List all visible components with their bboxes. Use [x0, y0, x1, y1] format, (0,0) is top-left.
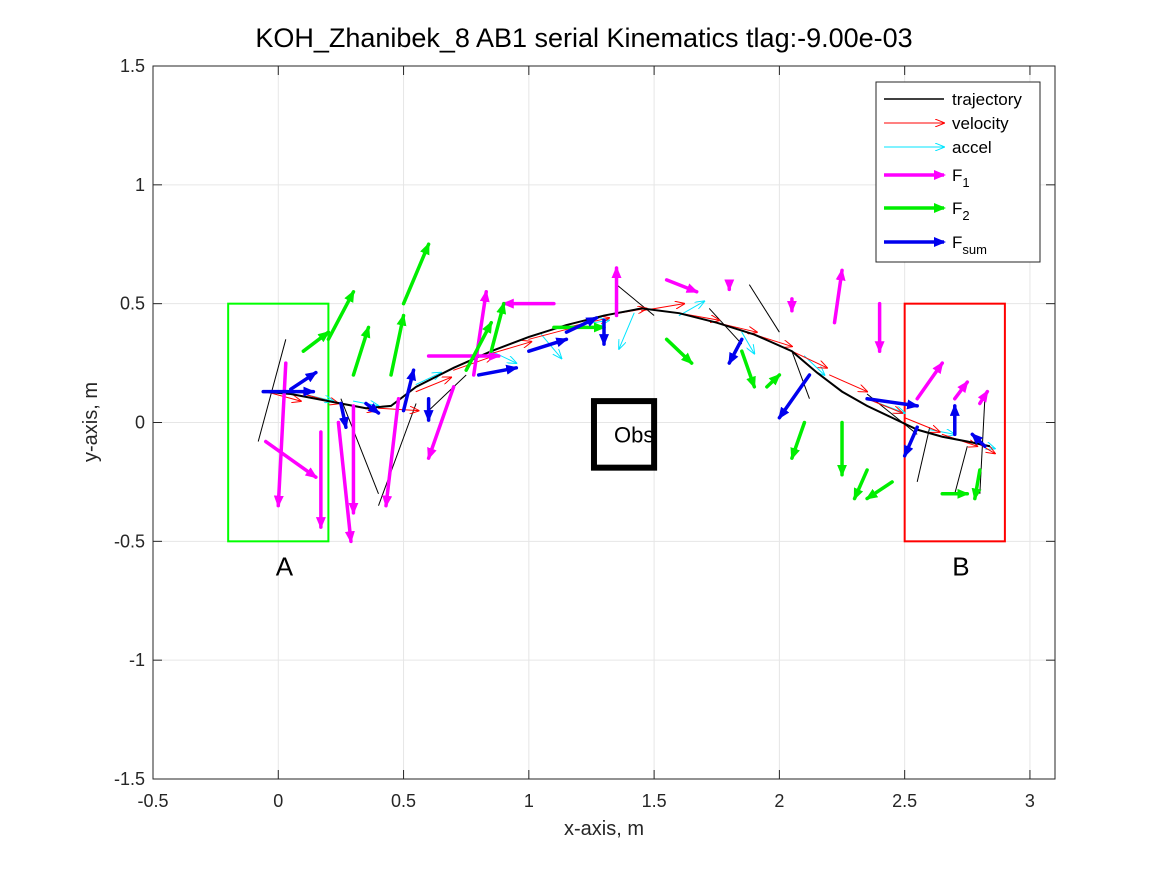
y-axis-label: y-axis, m	[80, 382, 102, 462]
f1-arrow	[336, 420, 355, 544]
fsum-arrow	[476, 364, 519, 377]
spoke-line	[378, 403, 417, 506]
accel-arrow	[415, 373, 441, 385]
legend-label-subscript: sum	[962, 242, 987, 257]
fsum-arrow	[401, 368, 417, 413]
x-tick-label: 1.5	[642, 791, 667, 811]
y-tick-label: -1.5	[114, 769, 145, 789]
spoke-line	[340, 398, 379, 494]
velocity-arrow	[415, 377, 451, 393]
f1-arrow	[664, 278, 699, 294]
velocity-arrow	[829, 374, 868, 392]
y-tick-label: 0	[135, 413, 145, 433]
spoke-line	[791, 351, 810, 399]
region-b-label: B	[952, 551, 969, 581]
x-tick-label: 1	[524, 791, 534, 811]
f1-arrow	[832, 268, 846, 325]
region-a-label: A	[276, 551, 294, 581]
fsum-arrow	[777, 373, 812, 420]
f2-arrow	[326, 290, 356, 342]
fsum-arrow	[564, 316, 599, 334]
spokes	[257, 284, 986, 506]
f1-arrow	[977, 389, 990, 406]
fsum-arrow	[364, 401, 381, 415]
y-tick-label: 1.5	[120, 56, 145, 76]
region-b-box	[903, 302, 1006, 543]
legend-label-subscript: 2	[962, 208, 969, 223]
f2-vectors	[301, 242, 982, 501]
accel-arrow	[619, 312, 635, 349]
fsum-arrow	[338, 401, 349, 430]
x-tick-label: 0	[273, 791, 283, 811]
f2-arrow	[351, 325, 371, 377]
x-tick-label: 2	[774, 791, 784, 811]
fsum-arrow	[902, 425, 919, 458]
f2-arrow	[790, 420, 807, 461]
f2-arrow	[740, 349, 757, 389]
velocity-arrow	[791, 350, 827, 368]
region-obs-box	[590, 398, 658, 471]
velocity-arrow	[528, 327, 574, 340]
f1-arrow	[273, 361, 288, 508]
f2-arrow	[464, 320, 493, 372]
f2-arrow	[971, 468, 982, 501]
regions: A B Obs	[227, 302, 1006, 581]
f2-arrow	[865, 480, 894, 501]
x-axis-label: x-axis, m	[564, 818, 644, 840]
fsum-arrow	[527, 337, 569, 353]
velocity-arrow	[904, 417, 940, 432]
region-a-box	[227, 302, 330, 543]
trajectory	[263, 307, 991, 448]
y-tick-label: -1	[129, 650, 145, 670]
region-obs-label: Obs	[614, 422, 654, 447]
velocity-arrow	[453, 356, 494, 371]
x-ticks: -0.5 0 0.5 1 1.5 2 2.5 3	[137, 66, 1035, 811]
fsum-arrow	[970, 432, 987, 449]
y-tick-label: -0.5	[114, 531, 145, 551]
fsum-vectors	[261, 316, 987, 458]
spoke-line	[954, 446, 968, 494]
accel-arrow	[678, 301, 704, 317]
spoke-line	[428, 374, 467, 411]
f1-arrow	[264, 439, 318, 479]
fsum-arrow	[289, 370, 318, 391]
f2-arrow	[301, 330, 331, 353]
x-tick-label: -0.5	[137, 791, 168, 811]
f1-vectors	[264, 266, 990, 544]
f1-arrow	[953, 380, 970, 401]
legend-label: velocity	[952, 114, 1009, 133]
legend-label: trajectory	[952, 90, 1022, 109]
f2-arrow	[765, 373, 782, 389]
x-tick-label: 3	[1025, 791, 1035, 811]
accel-arrow	[741, 331, 755, 353]
y-tick-label: 0.5	[120, 294, 145, 314]
y-tick-label: 1	[135, 175, 145, 195]
trajectory-line	[263, 307, 991, 448]
x-tick-label: 2.5	[892, 791, 917, 811]
f1-arrow	[915, 361, 944, 401]
f1-arrow	[426, 385, 456, 461]
chart-title: KOH_Zhanibek_8 AB1 serial Kinematics tla…	[255, 23, 912, 53]
fsum-arrow	[865, 396, 920, 410]
f1-arrow	[471, 289, 490, 377]
f2-arrow	[401, 242, 431, 306]
spoke-line	[916, 427, 931, 483]
legend-box	[875, 81, 1041, 263]
spoke-line	[748, 284, 780, 333]
legend-label-subscript: 1	[962, 175, 969, 190]
x-tick-label: 0.5	[391, 791, 416, 811]
f1-arrow	[382, 396, 401, 508]
f2-arrow	[489, 301, 507, 353]
y-ticks: -1.5 -1 -0.5 0 0.5 1 1.5	[114, 56, 1055, 789]
f2-arrow	[852, 468, 869, 501]
spoke-line	[616, 284, 655, 316]
f2-arrow	[389, 313, 407, 377]
legend-label: accel	[952, 138, 992, 157]
fsum-arrow	[727, 337, 744, 365]
f2-arrow	[664, 337, 694, 365]
accel-arrow	[540, 334, 561, 359]
